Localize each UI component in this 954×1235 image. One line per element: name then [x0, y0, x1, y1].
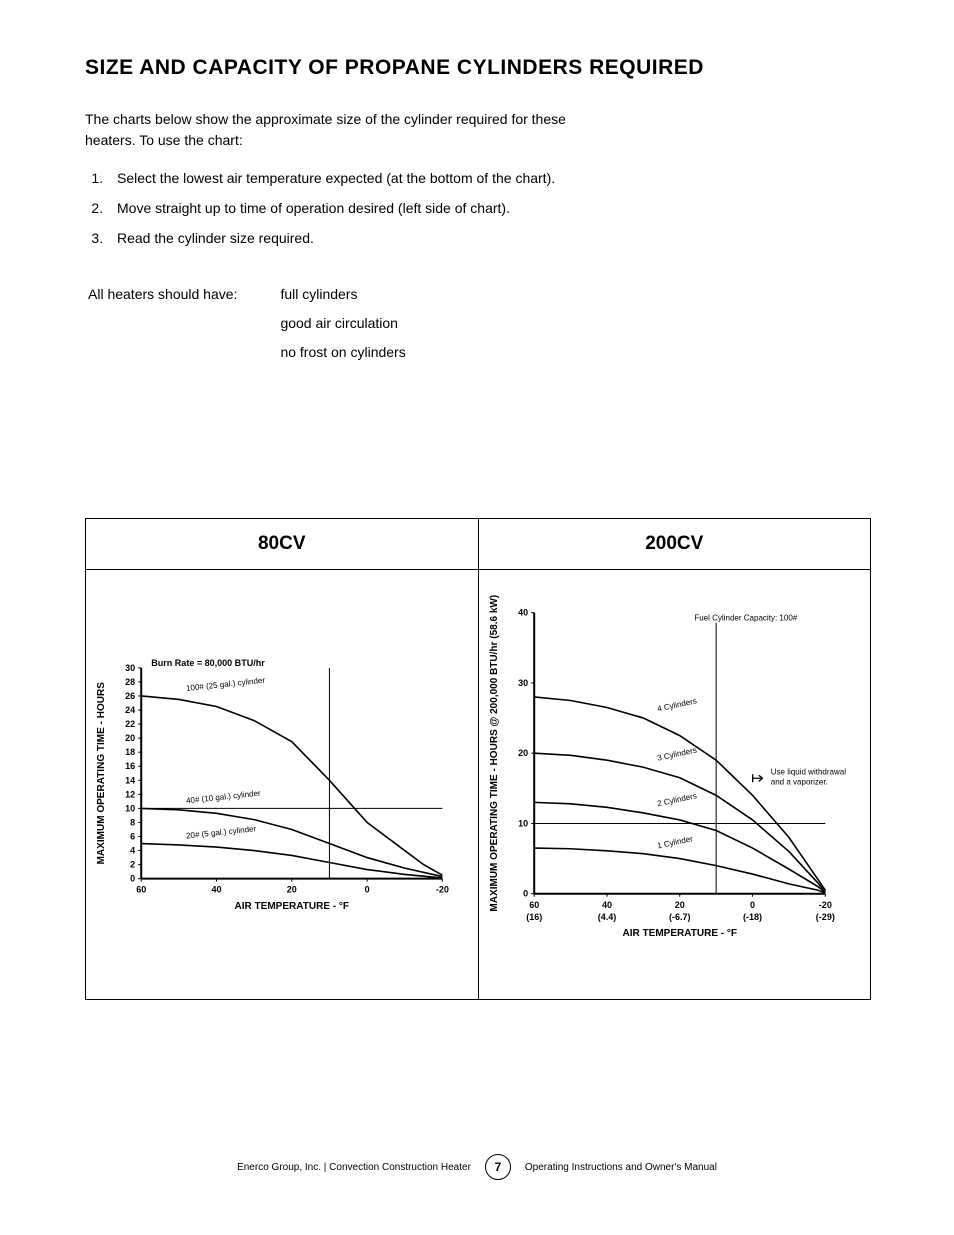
svg-text:30: 30: [125, 663, 135, 673]
svg-text:18: 18: [125, 747, 135, 757]
svg-text:(-18): (-18): [743, 912, 762, 922]
svg-text:14: 14: [125, 776, 135, 786]
svg-text:20: 20: [125, 733, 135, 743]
svg-text:4: 4: [130, 846, 135, 856]
svg-text:4 Cylinders: 4 Cylinders: [656, 697, 697, 714]
svg-text:(-6.7): (-6.7): [668, 912, 690, 922]
list-item: Move straight up to time of operation de…: [107, 198, 617, 218]
page-title: SIZE AND CAPACITY OF PROPANE CYLINDERS R…: [85, 55, 869, 81]
svg-text:-20: -20: [818, 900, 831, 910]
svg-text:16: 16: [125, 762, 135, 772]
svg-text:10: 10: [125, 804, 135, 814]
svg-text:MAXIMUM OPERATING TIME - HOURS: MAXIMUM OPERATING TIME - HOURS @ 200,000…: [489, 595, 500, 912]
chart-title-80cv: 80CV: [86, 519, 478, 570]
svg-text:8: 8: [130, 818, 135, 828]
svg-text:Use liquid withdrawal: Use liquid withdrawal: [770, 768, 846, 777]
note-item: full cylinders: [279, 281, 406, 308]
chart-title-200cv: 200CV: [479, 519, 871, 570]
svg-text:AIR TEMPERATURE - °F: AIR TEMPERATURE - °F: [235, 901, 350, 912]
footer-left: Enerco Group, Inc. | Convection Construc…: [237, 1162, 471, 1173]
svg-text:(4.4): (4.4): [597, 912, 616, 922]
chart-svg-80cv: 3028262422201816141210864206040200-20100…: [86, 570, 478, 1007]
svg-text:2 Cylinders: 2 Cylinders: [656, 792, 697, 809]
list-item: Select the lowest air temperature expect…: [107, 168, 617, 188]
svg-text:MAXIMUM OPERATING TIME - HOURS: MAXIMUM OPERATING TIME - HOURS: [96, 682, 107, 865]
svg-text:(-29): (-29): [815, 912, 834, 922]
svg-text:0: 0: [130, 874, 135, 884]
chart-80cv: 80CV 3028262422201816141210864206040200-…: [86, 519, 479, 999]
svg-text:30: 30: [518, 678, 528, 688]
svg-text:3 Cylinders: 3 Cylinders: [656, 746, 697, 763]
list-item: Read the cylinder size required.: [107, 228, 617, 248]
svg-text:60: 60: [529, 900, 539, 910]
svg-text:1 Cylinder: 1 Cylinder: [656, 834, 693, 850]
intro-paragraph: The charts below show the approximate si…: [85, 109, 585, 150]
svg-text:24: 24: [125, 705, 135, 715]
svg-text:10: 10: [518, 819, 528, 829]
chart-200cv: 200CV 40302010060(16)40(4.4)20(-6.7)0(-1…: [479, 519, 871, 999]
note-item: no frost on cylinders: [279, 339, 406, 366]
svg-text:40: 40: [518, 608, 528, 618]
charts-container: 80CV 3028262422201816141210864206040200-…: [85, 518, 871, 1000]
instruction-list: Select the lowest air temperature expect…: [85, 168, 617, 249]
svg-text:20: 20: [287, 885, 297, 895]
svg-text:AIR TEMPERATURE - °F: AIR TEMPERATURE - °F: [622, 928, 737, 939]
svg-text:Burn Rate = 80,000 BTU/hr: Burn Rate = 80,000 BTU/hr: [151, 658, 265, 668]
requirements-note: All heaters should have: full cylinders …: [85, 279, 409, 369]
svg-text:6: 6: [130, 832, 135, 842]
svg-text:40: 40: [601, 900, 611, 910]
svg-text:0: 0: [523, 889, 528, 899]
svg-text:26: 26: [125, 691, 135, 701]
svg-text:100# (25 gal.) cylinder: 100# (25 gal.) cylinder: [186, 676, 266, 693]
svg-text:Fuel Cylinder Capacity: 100#: Fuel Cylinder Capacity: 100#: [694, 614, 797, 623]
svg-text:and a vaporizer.: and a vaporizer.: [770, 778, 827, 787]
svg-text:40# (10 gal.) cylinder: 40# (10 gal.) cylinder: [186, 789, 262, 806]
page-footer: Enerco Group, Inc. | Convection Construc…: [0, 1154, 954, 1180]
svg-text:20: 20: [518, 748, 528, 758]
svg-text:28: 28: [125, 677, 135, 687]
svg-text:40: 40: [211, 885, 221, 895]
svg-text:60: 60: [136, 885, 146, 895]
svg-text:0: 0: [750, 900, 755, 910]
chart-svg-200cv: 40302010060(16)40(4.4)20(-6.7)0(-18)-20(…: [479, 570, 871, 1007]
page-number: 7: [485, 1154, 511, 1180]
footer-right: Operating Instructions and Owner's Manua…: [525, 1162, 717, 1173]
svg-text:12: 12: [125, 790, 135, 800]
svg-text:22: 22: [125, 719, 135, 729]
note-item: good air circulation: [279, 310, 406, 337]
svg-text:(16): (16): [526, 912, 542, 922]
svg-text:-20: -20: [436, 885, 449, 895]
svg-text:2: 2: [130, 860, 135, 870]
note-label: All heaters should have:: [87, 281, 277, 308]
svg-text:20: 20: [674, 900, 684, 910]
svg-text:20# (5 gal.) cylinder: 20# (5 gal.) cylinder: [186, 824, 257, 840]
svg-text:0: 0: [365, 885, 370, 895]
